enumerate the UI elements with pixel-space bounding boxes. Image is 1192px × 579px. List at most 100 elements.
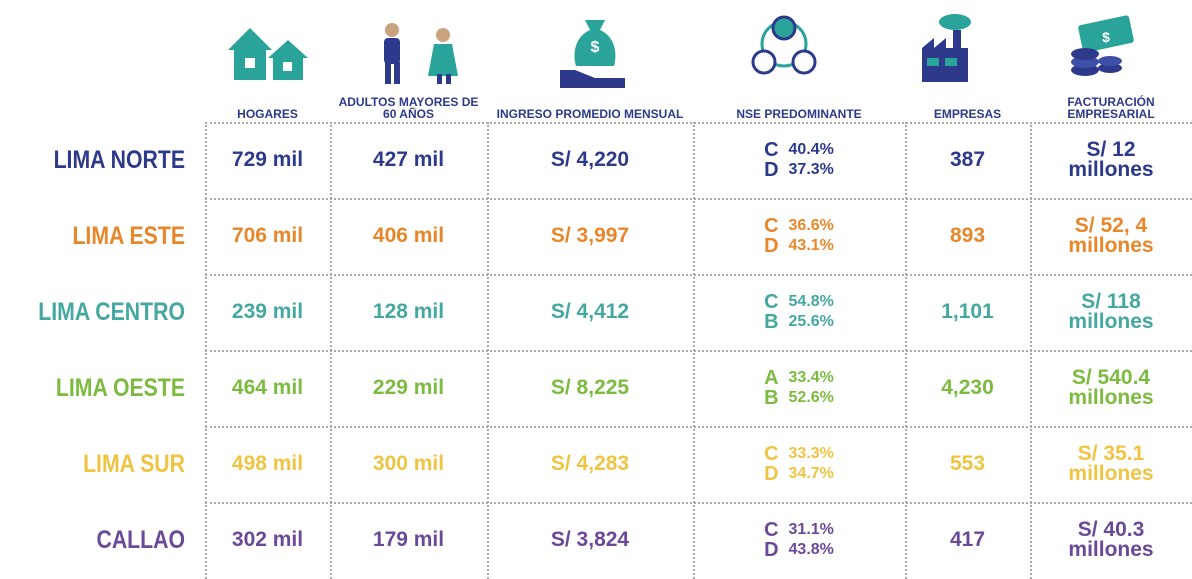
cell: 729 mil: [205, 122, 330, 198]
cell: 239 mil: [205, 274, 330, 350]
cell: A33.4%B52.6%: [693, 350, 905, 426]
nse-line: D 43.1%: [764, 236, 834, 256]
cell-text: 406 mil: [373, 226, 444, 246]
cell-text: 893: [950, 226, 985, 246]
column-header: NSE PREDOMINANTE: [701, 88, 897, 120]
cell: C 33.3% D 34.7%: [693, 426, 905, 502]
network-icon: [753, 17, 815, 73]
cell-text: 229 mil: [373, 378, 444, 398]
cell-text: S/ 4,412: [551, 302, 629, 322]
column-header: INGRESO PROMEDIO MENSUAL: [495, 88, 685, 120]
cell: 179 mil: [330, 502, 487, 578]
cell-text: millones: [1068, 236, 1153, 256]
nse-level: D: [764, 236, 778, 256]
region-label: LIMA NORTE: [28, 122, 185, 198]
infographic: $ $ HOGARESADULTOS MAYORES DE 60 AÑOSING…: [0, 0, 1192, 579]
cell-text: 4,230: [941, 378, 994, 398]
nse-percent: 43.1%: [789, 236, 834, 256]
cell: 302 mil: [205, 502, 330, 578]
cell: 128 mil: [330, 274, 487, 350]
nse-level: A: [764, 368, 778, 388]
cell-text: 464 mil: [232, 378, 303, 398]
icons: $ $: [0, 0, 1192, 100]
nse-level: C: [764, 292, 778, 312]
cell-text: millones: [1068, 464, 1153, 484]
cell-text: 498 mil: [232, 454, 303, 474]
cell: 553: [905, 426, 1030, 502]
cash-icon: $: [1071, 15, 1134, 76]
cell-text: 302 mil: [232, 530, 303, 550]
cell: 464 mil: [205, 350, 330, 426]
elderly-icon: [384, 23, 458, 84]
nse-percent: 34.7%: [789, 464, 834, 484]
cell-text: S/ 52, 4: [1075, 216, 1147, 236]
nse-percent: 31.1%: [789, 520, 834, 540]
region-label: LIMA CENTRO: [28, 274, 185, 350]
nse-percent: 37.3%: [789, 160, 834, 180]
nse-line: D 34.7%: [764, 464, 834, 484]
cell-text: millones: [1068, 312, 1153, 332]
svg-text:$: $: [1102, 29, 1110, 45]
cell: 893: [905, 198, 1030, 274]
nse-percent: 36.6%: [789, 216, 834, 236]
cell-text: S/ 118: [1081, 292, 1141, 312]
column-header: HOGARES: [213, 88, 322, 120]
region-label: LIMA OESTE: [28, 350, 185, 426]
nse-level: C: [764, 520, 778, 540]
cell-text: 179 mil: [373, 530, 444, 550]
nse-level: C: [764, 216, 778, 236]
cell-text: 553: [950, 454, 985, 474]
nse-level: B: [764, 388, 778, 408]
nse-percent: 33.3%: [789, 444, 834, 464]
cell: 300 mil: [330, 426, 487, 502]
cell-text: 706 mil: [232, 226, 303, 246]
cell: S/ 4,220: [487, 122, 693, 198]
nse-level: D: [764, 464, 778, 484]
cell: 498 mil: [205, 426, 330, 502]
cell-text: 729 mil: [232, 150, 303, 170]
cell: S/ 52, 4millones: [1030, 198, 1192, 274]
cell: S/ 3,997: [487, 198, 693, 274]
cell-text: millones: [1068, 540, 1153, 560]
region-label: LIMA SUR: [28, 426, 185, 502]
cell: 706 mil: [205, 198, 330, 274]
cell: S/ 8,225: [487, 350, 693, 426]
cell: 387: [905, 122, 1030, 198]
cell-text: S/ 12: [1086, 140, 1135, 160]
nse-percent: 40.4%: [789, 140, 834, 160]
cell-text: 387: [950, 150, 985, 170]
cell-text: 300 mil: [373, 454, 444, 474]
nse-line: C40.4%: [764, 140, 834, 160]
region-label: LIMA ESTE: [28, 198, 185, 274]
cell-text: S/ 3,997: [551, 226, 629, 246]
cell: S/ 4,412: [487, 274, 693, 350]
house-icon: [228, 28, 308, 80]
nse-level: C: [764, 444, 778, 464]
cell: S/ 4,283: [487, 426, 693, 502]
factory-icon: [922, 14, 971, 82]
cell-text: S/ 35.1: [1078, 444, 1145, 464]
cell: 4,230: [905, 350, 1030, 426]
nse-line: C 36.6%: [764, 216, 834, 236]
cell: 427 mil: [330, 122, 487, 198]
money-bag-icon: $: [560, 20, 625, 88]
nse-percent: 43.8%: [789, 540, 834, 560]
cell: S/ 3,824: [487, 502, 693, 578]
column-header: FACTURACIÓN EMPRESARIAL: [1038, 88, 1184, 120]
cell-text: S/ 3,824: [551, 530, 629, 550]
cell-text: millones: [1068, 160, 1153, 180]
cell: S/ 35.1millones: [1030, 426, 1192, 502]
svg-text:$: $: [591, 39, 600, 56]
region-label: CALLAO: [28, 502, 185, 578]
nse-percent: 54.8%: [789, 292, 834, 312]
cell: 1,101: [905, 274, 1030, 350]
cell-text: S/ 40.3: [1078, 520, 1145, 540]
